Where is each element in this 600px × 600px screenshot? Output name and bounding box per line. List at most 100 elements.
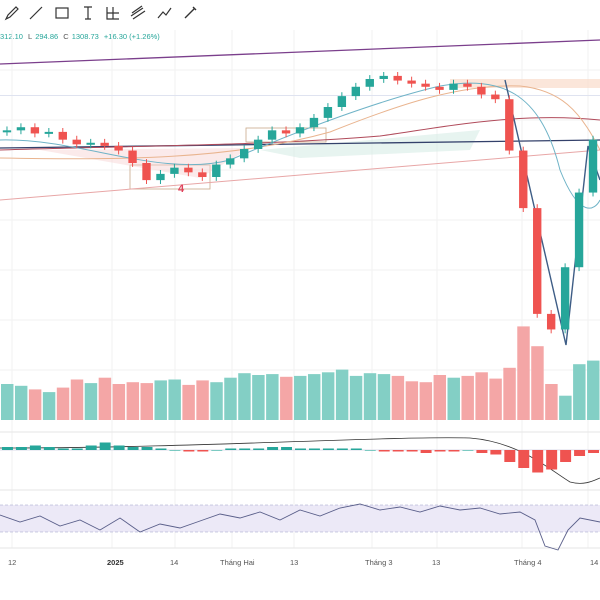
ohlc-close-value: 1308.73: [71, 32, 99, 41]
volume-bar: [461, 375, 474, 420]
volume-bar: [335, 369, 349, 420]
rsi-pane: [0, 503, 600, 551]
volume-bar: [182, 384, 195, 420]
macd-pane: [0, 437, 600, 484]
macd-histogram-bar: [364, 450, 376, 451]
line-icon: [29, 6, 43, 20]
volume-bar: [238, 373, 251, 420]
volume-bar: [349, 375, 363, 420]
volume-bar: [70, 379, 84, 420]
macd-histogram-bar: [546, 450, 558, 470]
macd-histogram-bar: [448, 450, 460, 452]
volume-bar: [307, 374, 321, 420]
candle: [365, 75, 374, 91]
candle: [281, 126, 291, 138]
time-axis-label: 13: [290, 558, 299, 567]
trendline-lower[interactable]: [0, 149, 600, 201]
time-axis-label: 14: [170, 558, 179, 567]
volume-bar: [42, 392, 56, 420]
time-axis-label: Tháng 3: [365, 558, 393, 567]
brush-tool-button[interactable]: [180, 3, 200, 23]
candle: [44, 128, 54, 138]
macd-histogram-bar: [85, 445, 97, 450]
candle: [309, 114, 319, 132]
volume-bar: [391, 375, 405, 420]
candle: [30, 123, 40, 138]
ohlc-close-key: C: [63, 32, 69, 41]
ohlc-low-key: L: [28, 32, 33, 41]
rsi-band: [0, 505, 600, 532]
ma-mid-line: [0, 85, 600, 160]
ma-short-line: [0, 82, 600, 209]
volume-bar: [559, 395, 572, 420]
wave-label[interactable]: 4: [178, 183, 185, 195]
volume-bar: [196, 380, 209, 420]
long-position-tool-button[interactable]: [103, 3, 123, 23]
candle: [142, 159, 151, 184]
macd-histogram-bar: [322, 448, 334, 450]
candle: [449, 79, 458, 94]
parallel-lines-icon: [130, 5, 146, 20]
macd-histogram-bar: [57, 448, 69, 450]
volume-bar: [573, 364, 586, 420]
macd-histogram-bar: [406, 450, 418, 452]
macd-histogram-bar: [420, 450, 432, 453]
volume-bar: [503, 367, 516, 420]
path-icon: [157, 7, 172, 19]
candle: [58, 128, 67, 144]
volume-bar: [433, 375, 447, 420]
candle: [86, 138, 95, 149]
candle: [560, 263, 570, 334]
highlight-box[interactable]: [129, 164, 211, 190]
time-axis-label: 13: [432, 558, 441, 567]
volume-series: [1, 326, 600, 420]
volume-bar: [56, 387, 70, 420]
candle: [156, 170, 165, 184]
macd-histogram-bar: [434, 450, 446, 452]
volume-bar: [140, 383, 153, 420]
macd-histogram-bar: [336, 448, 348, 450]
macd-histogram-bar: [504, 450, 516, 462]
ohlc-change-value: +16.30 (+1.26%): [103, 32, 160, 41]
resistance-zone[interactable]: [450, 79, 600, 88]
rectangle-tool-button[interactable]: [52, 3, 72, 23]
macd-histogram-bar: [253, 448, 265, 450]
candle: [198, 168, 207, 181]
volume-bar: [517, 326, 530, 420]
macd-histogram-bar: [490, 450, 502, 455]
candle: [16, 123, 26, 135]
candle: [2, 126, 12, 136]
rectangle-icon: [55, 7, 69, 19]
macd-histogram-bar: [127, 447, 139, 450]
macd-histogram-bar: [225, 448, 237, 450]
candle: [226, 154, 235, 169]
fib-channel-tool-button[interactable]: [128, 3, 148, 23]
text-tool-button[interactable]: [78, 3, 98, 23]
macd-histogram-bar: [2, 447, 13, 450]
drawing-toolbar: [0, 0, 220, 26]
macd-histogram-bar: [588, 450, 599, 453]
volume-bar: [266, 374, 279, 420]
volume-bar: [1, 384, 14, 420]
macd-histogram-bar: [560, 450, 572, 462]
volume-bar: [154, 380, 167, 420]
macd-histogram-bar: [518, 450, 530, 468]
candle: [588, 135, 598, 197]
macd-histogram-bar: [378, 450, 390, 452]
candle: [72, 135, 81, 149]
candle: [421, 79, 430, 91]
volume-bar: [363, 373, 377, 420]
cloud-area-green: [260, 130, 480, 158]
pencil-icon: [4, 6, 19, 21]
volume-bar: [112, 384, 126, 420]
trendline-upper[interactable]: [0, 39, 600, 65]
candle: [477, 82, 486, 99]
path-tool-button[interactable]: [155, 3, 175, 23]
pointer-tool-button[interactable]: [2, 3, 22, 23]
trend-line-tool-button[interactable]: [26, 3, 46, 23]
macd-histogram-bar: [183, 450, 195, 452]
macd-histogram-bar: [71, 448, 83, 450]
chart-drawings: [0, 39, 600, 346]
trendline-middle[interactable]: [0, 139, 600, 149]
